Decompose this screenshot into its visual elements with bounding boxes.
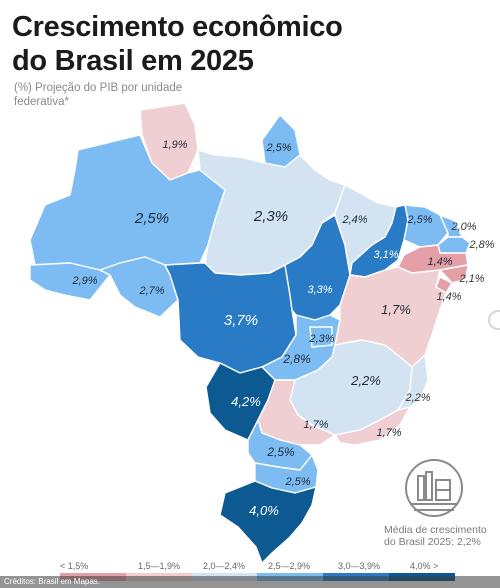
label-rr: 1,9% [162,139,187,151]
label-rj: 1,7% [376,427,401,439]
label-pe: 1,4% [427,256,452,268]
state-to [284,214,351,321]
legend-label-2: 1,5—1,9% [138,561,181,571]
legend-label-4: 2,5—2,9% [268,561,311,571]
label-pa: 2,3% [253,208,288,225]
page-subtitle: (%) Projeção do PIB por unidade federati… [14,82,183,108]
label-ba: 1,7% [381,302,411,317]
label-rn: 2,0% [450,221,476,233]
label-am: 2,5% [134,210,169,227]
label-mt: 3,7% [224,312,258,329]
legend-label-5: 3,0—3,9% [338,561,381,571]
state-ac [29,262,111,301]
legend-label-1: < 1,5% [60,561,89,571]
average-growth-text: Média de crescimento do Brasil 2025: 2,2… [384,524,487,548]
label-pi: 3,1% [373,249,398,261]
legend-label-6: 4,0% > [410,561,439,571]
legend-label-3: 2,0—2,4% [203,561,246,571]
label-sp: 1,7% [303,419,328,431]
label-ma: 2,4% [341,214,367,226]
state-rs [219,480,317,564]
carousel-indicator[interactable] [488,310,500,330]
label-to: 3,3% [307,284,332,296]
label-ce: 2,5% [406,214,432,226]
brasilia-buildings-icon [398,458,470,520]
credits-text: Créditos: Brasil em Mapas. [4,577,101,586]
label-df: 2,3% [308,333,334,345]
label-ap: 2,5% [265,142,291,154]
state-df [309,326,333,348]
label-rs: 4,0% [249,503,279,518]
label-ac: 2,9% [71,275,97,287]
state-es [397,354,429,411]
label-sc: 2,5% [284,476,310,488]
state-rj [334,406,411,446]
legend: < 1,5% 1,5—1,9% 2,0—2,4% 2,5—2,9% 3,0—3,… [60,561,500,573]
label-mg: 2,2% [350,373,381,388]
page-title: Crescimento econômico do Brasil em 2025 [12,11,343,77]
state-al [439,264,469,284]
label-pr: 2,5% [266,445,295,459]
label-ro: 2,7% [138,285,164,297]
state-ce [403,204,449,248]
label-go: 2,8% [282,352,311,366]
label-es: 2,2% [404,392,430,404]
brazil-map: 1,9% 2,5% 2,5% 2,3% 2,9% 2,7% 3,7% 3,3% … [0,95,500,565]
label-pb: 2,8% [468,239,494,251]
label-se: 1,4% [436,291,461,303]
credits-bar: Créditos: Brasil em Mapas. [0,576,500,588]
label-al: 2,1% [458,273,484,285]
label-ms: 4,2% [231,394,261,409]
